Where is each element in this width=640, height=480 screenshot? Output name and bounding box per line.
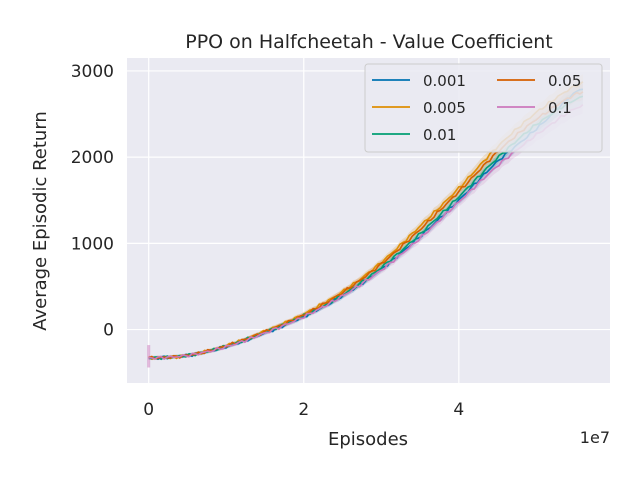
series-line-0.1 bbox=[148, 103, 584, 360]
x-tick-label: 0 bbox=[143, 400, 154, 420]
y-tick-label: 0 bbox=[103, 321, 114, 341]
x-axis-scale-label: 1e7 bbox=[580, 428, 610, 447]
y-axis-label: Average Episodic Return bbox=[30, 111, 51, 331]
x-tick-label: 2 bbox=[298, 400, 309, 420]
tick-labels: 0 2 4 0 1000 2000 3000 bbox=[71, 62, 464, 420]
legend-label-0.05: 0.05 bbox=[548, 72, 581, 90]
chart-title: PPO on Halfcheetah - Value Coefficient bbox=[185, 31, 553, 53]
y-tick-label: 3000 bbox=[71, 62, 114, 82]
legend-label-0.005: 0.005 bbox=[423, 99, 466, 117]
x-tick-label: 4 bbox=[453, 400, 464, 420]
legend-label-0.001: 0.001 bbox=[423, 72, 466, 90]
x-axis-label: Episodes bbox=[328, 429, 408, 450]
y-tick-label: 1000 bbox=[71, 234, 114, 254]
legend-label-0.01: 0.01 bbox=[423, 126, 456, 144]
y-tick-label: 2000 bbox=[71, 148, 114, 168]
legend: 0.001 0.005 0.01 0.05 0.1 bbox=[364, 63, 603, 153]
legend-frame bbox=[364, 63, 603, 153]
legend-label-0.1: 0.1 bbox=[548, 99, 572, 117]
